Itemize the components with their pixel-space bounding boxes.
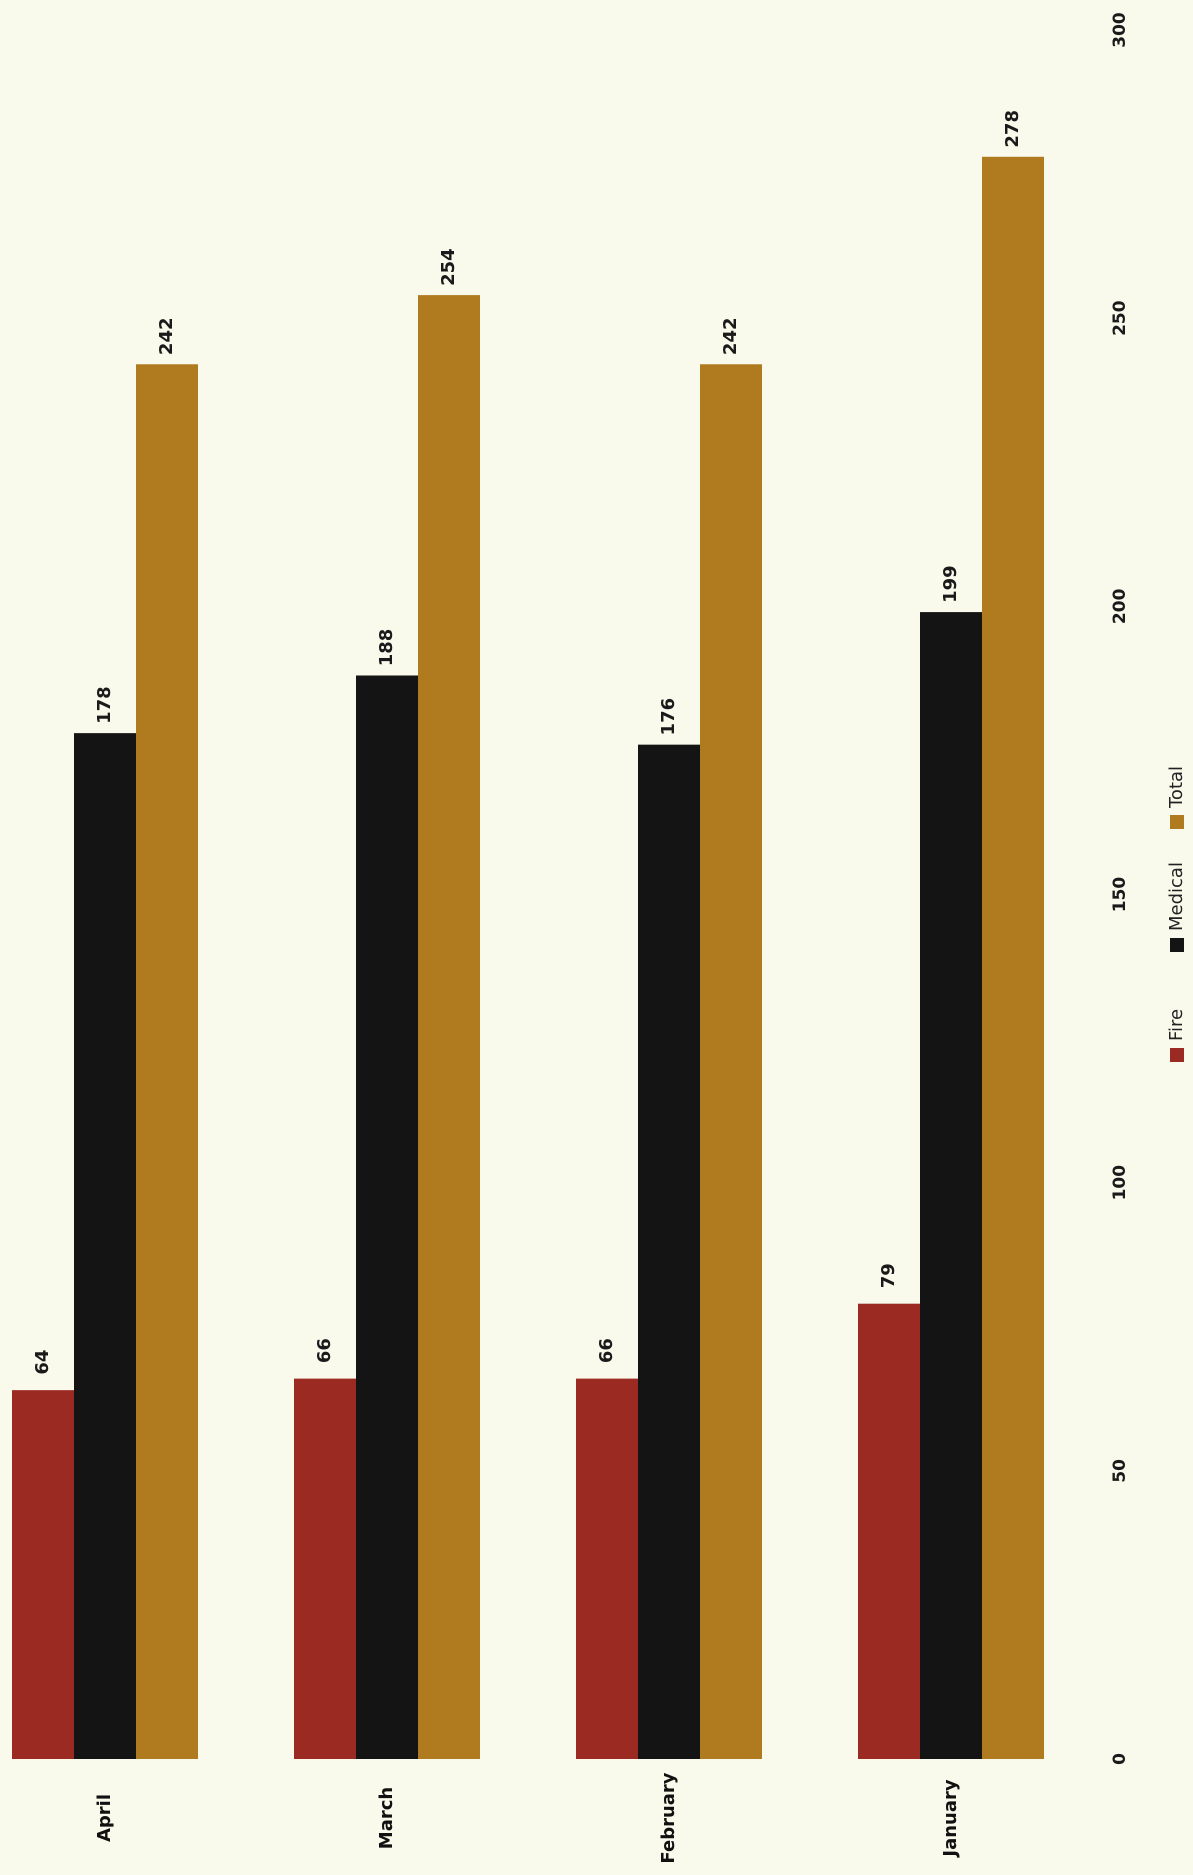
category-label: March bbox=[376, 1787, 397, 1849]
legend-swatch-total bbox=[1170, 815, 1184, 829]
value-tick-label: 100 bbox=[1110, 1165, 1130, 1201]
data-label: 66 bbox=[314, 1338, 335, 1363]
data-label: 178 bbox=[94, 686, 115, 724]
bar-fire bbox=[576, 1378, 638, 1759]
bar-medical bbox=[74, 733, 136, 1759]
value-tick-label: 200 bbox=[1110, 588, 1130, 624]
value-tick-label: 300 bbox=[1110, 12, 1130, 48]
category-axis: April March February January bbox=[94, 1772, 961, 1863]
data-labels: 64 178 242 66 188 254 66 176 242 79 199 278 bbox=[32, 110, 1023, 1375]
value-axis: 0 50 100 150 200 250 300 bbox=[1110, 12, 1130, 1765]
legend-label-total: Total bbox=[1166, 766, 1187, 809]
bar-medical bbox=[356, 675, 418, 1759]
data-label: 176 bbox=[658, 698, 679, 736]
data-label: 242 bbox=[156, 317, 177, 355]
legend-label-fire: Fire bbox=[1166, 1009, 1187, 1041]
bar-fire bbox=[294, 1378, 356, 1759]
data-label: 254 bbox=[438, 248, 459, 286]
data-label: 188 bbox=[376, 629, 397, 667]
data-label: 278 bbox=[1002, 110, 1023, 148]
category-label: January bbox=[940, 1779, 961, 1858]
data-label: 66 bbox=[596, 1338, 617, 1363]
bar-total bbox=[136, 364, 198, 1760]
bar-fire bbox=[12, 1390, 74, 1759]
bar-total bbox=[418, 295, 480, 1760]
data-label: 64 bbox=[32, 1350, 53, 1375]
legend-label-medical: Medical bbox=[1166, 862, 1187, 931]
bar-fire bbox=[858, 1303, 920, 1759]
bar-total bbox=[982, 156, 1044, 1759]
legend-swatch-fire bbox=[1170, 1048, 1184, 1062]
bar-medical bbox=[638, 744, 700, 1759]
bar-medical bbox=[920, 612, 982, 1759]
legend: Fire Medical Total bbox=[1166, 766, 1187, 1062]
category-label: February bbox=[658, 1772, 679, 1863]
bars bbox=[12, 156, 1044, 1760]
category-label: April bbox=[94, 1794, 115, 1842]
value-tick-label: 150 bbox=[1110, 877, 1130, 913]
data-label: 242 bbox=[720, 317, 741, 355]
value-tick-label: 0 bbox=[1110, 1753, 1130, 1765]
data-label: 199 bbox=[940, 565, 961, 603]
bar-total bbox=[700, 364, 762, 1760]
value-tick-label: 50 bbox=[1110, 1459, 1130, 1483]
value-tick-label: 250 bbox=[1110, 300, 1130, 336]
legend-swatch-medical bbox=[1170, 938, 1184, 952]
data-label: 79 bbox=[878, 1263, 899, 1288]
